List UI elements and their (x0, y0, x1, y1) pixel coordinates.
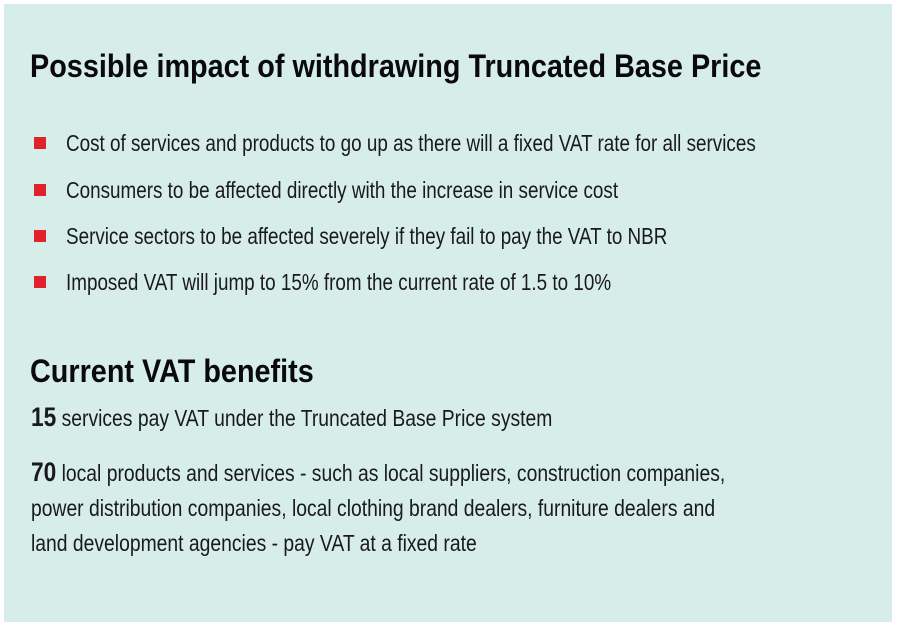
benefit-text-line: power distribution companies, local clot… (31, 495, 716, 521)
bullet-text-3: Imposed VAT will jump to 15% from the cu… (66, 268, 612, 295)
benefit-text: services pay VAT under the Truncated Bas… (61, 405, 553, 431)
title-text: Possible impact of withdrawing Truncated… (30, 48, 762, 84)
benefit-number: 70 (31, 457, 57, 487)
bullet-text-2: Service sectors to be affected severely … (66, 222, 668, 249)
benefit-item-70: 70 local products and services - such as… (31, 455, 857, 561)
bullet-item: Service sectors to be affected severely … (34, 221, 799, 251)
section-title-impact: Possible impact of withdrawing Truncated… (30, 48, 843, 85)
title-text: Current VAT benefits (30, 353, 314, 389)
bullet-text: Service sectors to be affected severely … (66, 223, 799, 250)
bullet-text-1: Consumers to be affected directly with t… (66, 176, 619, 203)
benefit-text-line: land development agencies - pay VAT at a… (31, 530, 477, 556)
benefit-number: 15 (31, 402, 57, 432)
red-square-bullet-icon (34, 184, 46, 196)
bullet-text: Consumers to be affected directly with t… (66, 177, 739, 204)
benefit-item-15: 15 services pay VAT under the Truncated … (31, 400, 652, 436)
bullet-text: Imposed VAT will jump to 15% from the cu… (66, 269, 731, 296)
bullet-text: Cost of services and products to go up a… (66, 130, 900, 157)
bullet-item: Imposed VAT will jump to 15% from the cu… (34, 267, 731, 297)
red-square-bullet-icon (34, 230, 46, 242)
bullet-text-0: Cost of services and products to go up a… (66, 129, 756, 156)
infographic-panel: Possible impact of withdrawing Truncated… (4, 4, 892, 622)
red-square-bullet-icon (34, 276, 46, 288)
benefit-text-line: local products and services - such as lo… (61, 460, 726, 486)
red-square-bullet-icon (34, 137, 46, 149)
section-title-benefits: Current VAT benefits (30, 353, 345, 390)
bullet-item: Consumers to be affected directly with t… (34, 175, 739, 205)
bullet-item: Cost of services and products to go up a… (34, 128, 900, 158)
